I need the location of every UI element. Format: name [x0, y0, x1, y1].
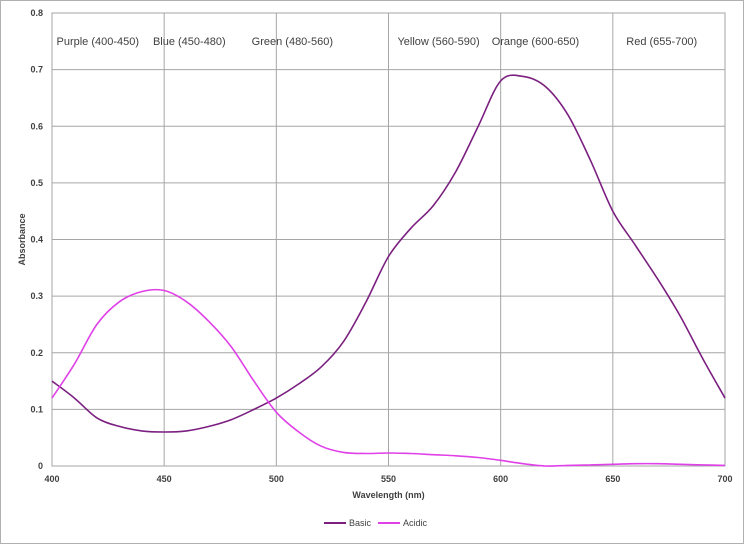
plot-area [51, 12, 726, 467]
series-line-basic [51, 74, 726, 433]
annotation-layer: Purple (400-450) Blue (450-480) Green (480… [56, 36, 697, 48]
band-label: Purple (400-450) [56, 36, 139, 48]
band-label: Red (655-700) [626, 36, 697, 48]
band-label: Green (480-560) [252, 36, 333, 48]
x-tick-label: 550 [381, 474, 396, 484]
y-tick-label: 0.5 [30, 178, 43, 188]
y-tick-label: 0.8 [30, 8, 43, 18]
y-tick-label: 0.2 [30, 348, 43, 358]
band-label: Blue (450-480) [153, 36, 226, 48]
y-tick-label: 0 [38, 461, 43, 471]
series-layer [51, 74, 726, 467]
legend-label-basic: Basic [349, 518, 372, 528]
x-axis-title: Wavelength (nm) [352, 490, 424, 500]
y-tick-label: 0.1 [30, 404, 43, 414]
x-tick-label: 700 [717, 474, 732, 484]
band-label: Yellow (560-590) [397, 36, 479, 48]
x-tick-label: 500 [269, 474, 284, 484]
y-tick-label: 0.6 [30, 121, 43, 131]
x-tick-label: 650 [605, 474, 620, 484]
y-tick-label: 0.4 [30, 235, 43, 245]
legend: Basic Acidic [324, 518, 428, 528]
y-tick-label: 0.7 [30, 65, 43, 75]
x-tick-label: 400 [44, 474, 59, 484]
y-tick-label: 0.3 [30, 291, 43, 301]
x-tick-label: 450 [157, 474, 172, 484]
band-label: Orange (600-650) [492, 36, 579, 48]
legend-label-acidic: Acidic [403, 518, 428, 528]
series-line-acidic [51, 288, 726, 467]
y-axis-title: Absorbance [17, 213, 27, 265]
x-tick-label: 600 [493, 474, 508, 484]
grid-layer [51, 12, 726, 467]
tick-layer: 0 0.1 0.2 0.3 0.4 0.5 0.6 0.7 0.8 400 450 500 550 600… [30, 8, 732, 484]
